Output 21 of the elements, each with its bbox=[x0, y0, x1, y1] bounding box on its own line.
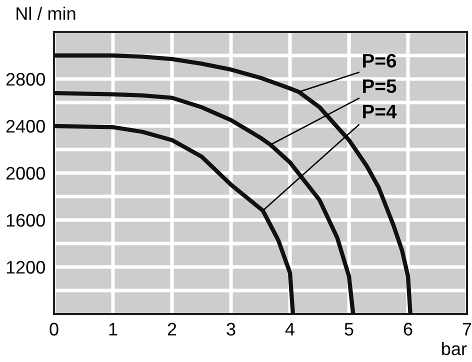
x-axis-title: bar bbox=[442, 342, 467, 356]
y-tick-label: 2400 bbox=[6, 120, 45, 133]
line-series bbox=[54, 124, 296, 314]
y-axis-title: Nl / min bbox=[16, 6, 76, 20]
x-tick-label: 6 bbox=[404, 322, 412, 336]
x-tick-label: 2 bbox=[168, 322, 176, 336]
annotation: P=6 bbox=[362, 54, 396, 68]
x-tick-label: 5 bbox=[344, 322, 354, 336]
y-tick-label: 2000 bbox=[6, 166, 45, 180]
x-tick-label: 4 bbox=[285, 322, 294, 336]
y-tick-label: 1600 bbox=[6, 214, 45, 227]
x-tick-label: 3 bbox=[226, 322, 236, 336]
line-series bbox=[54, 53, 412, 314]
y-tick-label: 1200 bbox=[6, 260, 45, 274]
x-tick-label: 7 bbox=[462, 322, 472, 336]
x-tick-label: 0 bbox=[50, 322, 58, 336]
line-series bbox=[54, 91, 356, 314]
x-tick-label: 1 bbox=[109, 322, 118, 336]
annotation: P=5 bbox=[362, 79, 396, 94]
y-tick-label: 2800 bbox=[6, 72, 45, 86]
annotation: P=4 bbox=[362, 104, 397, 118]
